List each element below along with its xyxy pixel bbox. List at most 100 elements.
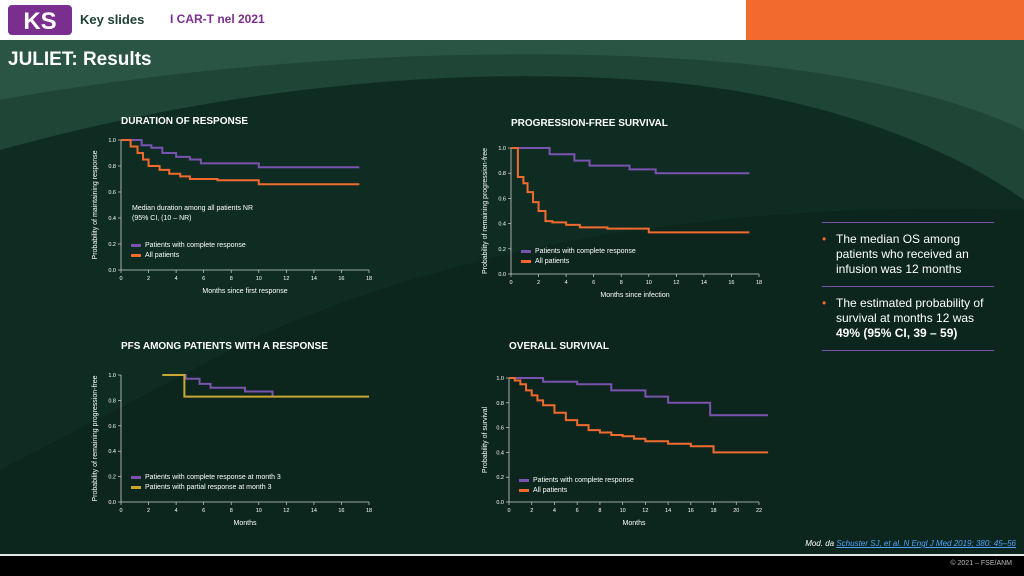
x-tick-label: 14 (311, 276, 317, 282)
series-line-0 (511, 147, 750, 175)
y-axis-label: Probability of remaining progression-fre… (482, 148, 489, 274)
x-tick-label: 0 (509, 280, 512, 286)
finding-survival-12m: • The estimated probability of survival … (822, 296, 994, 341)
x-tick-label: 4 (553, 508, 556, 514)
y-tick-label: 0.4 (496, 450, 504, 456)
series-line-1 (511, 147, 750, 234)
legend-label: Patients with complete response (535, 248, 636, 255)
x-tick-label: 4 (175, 276, 178, 282)
y-tick-label: 0.8 (498, 171, 506, 177)
y-tick-label: 0.8 (496, 401, 504, 407)
legend-label: Patients with complete response (145, 242, 246, 249)
x-tick-label: 0 (507, 508, 510, 514)
y-tick-label: 1.0 (496, 376, 504, 382)
x-tick-label: 6 (576, 508, 579, 514)
footer-bar (0, 554, 1024, 576)
source-link[interactable]: Schuster SJ, et al. N Engl J Med 2019; 3… (836, 539, 1016, 548)
y-tick-label: 0.4 (498, 222, 506, 228)
legend-swatch (131, 486, 141, 489)
x-tick-label: 2 (147, 276, 150, 282)
legend-swatch (521, 250, 531, 253)
series-line-1 (121, 139, 360, 186)
divider-middle (822, 286, 994, 287)
x-tick-label: 10 (620, 508, 626, 514)
finding-highlight: 49% (95% CI, 39 – 59) (836, 326, 958, 340)
x-tick-label: 6 (202, 508, 205, 514)
y-tick-label: 0.8 (108, 164, 116, 170)
y-axis-label: Probability of survival (482, 406, 489, 473)
y-tick-label: 0.0 (108, 500, 116, 506)
x-tick-label: 10 (256, 508, 262, 514)
finding-text: The median OS among patients who receive… (836, 232, 969, 276)
chart-overall-survival: OVERALL SURVIVAL 0.0 0.2 0.4 0.6 0.8 1.0 0 2 4 6 8 1… (482, 341, 769, 527)
y-tick-label: 0.4 (108, 449, 116, 455)
x-tick-label: 0 (119, 276, 122, 282)
y-tick-label: 0.0 (108, 268, 116, 274)
x-tick-label: 18 (366, 276, 372, 282)
x-tick-label: 12 (673, 280, 679, 286)
x-tick-label: 14 (311, 508, 317, 514)
y-tick-label: 0.4 (108, 216, 116, 222)
x-axis-label: Months (623, 520, 646, 527)
y-tick-label: 0.0 (496, 500, 504, 506)
legend-swatch (131, 476, 141, 479)
chart-title: OVERALL SURVIVAL (509, 341, 609, 352)
x-tick-label: 16 (728, 280, 734, 286)
header-accent (746, 0, 1024, 40)
bullet-dot: • (822, 232, 827, 246)
x-tick-label: 14 (665, 508, 671, 514)
x-tick-label: 16 (338, 276, 344, 282)
legend-label: All patients (145, 252, 180, 259)
series-line-0 (162, 374, 274, 397)
series-line-0 (509, 377, 769, 417)
y-tick-label: 1.0 (108, 373, 116, 379)
x-axis-label: Months since infection (600, 292, 669, 299)
y-tick-label: 0.6 (108, 424, 116, 430)
bullet-dot: • (822, 296, 827, 310)
x-tick-label: 18 (710, 508, 716, 514)
legend-swatch (131, 244, 141, 247)
legend-swatch (131, 254, 141, 257)
series-line-1 (162, 374, 369, 398)
y-tick-label: 0.2 (498, 247, 506, 253)
x-tick-label: 18 (366, 508, 372, 514)
finding-text: The estimated probability of survival at… (836, 296, 984, 325)
x-tick-label: 4 (565, 280, 568, 286)
x-tick-label: 10 (646, 280, 652, 286)
legend-label: Patients with complete response at month… (145, 474, 281, 481)
header-bar (0, 0, 746, 40)
y-tick-label: 1.0 (108, 138, 116, 144)
annotation-line-2: (95% CI, (10 – NR) (132, 215, 192, 222)
chart-duration-of-response: DURATION OF RESPONSE 0.0 0.2 0.4 0.6 0.8 1.0 0 2… (92, 116, 372, 295)
slide-title: JULIET: Results (8, 49, 152, 70)
source-citation: Mod. da Schuster SJ, et al. N Engl J Med… (805, 539, 1016, 548)
x-tick-label: 20 (733, 508, 739, 514)
legend-swatch (521, 260, 531, 263)
x-tick-label: 8 (620, 280, 623, 286)
x-tick-label: 8 (230, 276, 233, 282)
x-tick-label: 4 (175, 508, 178, 514)
y-tick-label: 0.6 (108, 190, 116, 196)
legend-swatch (519, 489, 529, 492)
y-tick-label: 0.2 (108, 475, 116, 481)
y-tick-label: 0.6 (496, 426, 504, 432)
legend-label: All patients (535, 258, 570, 265)
legend-swatch (519, 479, 529, 482)
series-line-0 (121, 139, 360, 169)
series-line-1 (509, 377, 769, 454)
y-tick-label: 0.2 (496, 475, 504, 481)
x-tick-label: 12 (642, 508, 648, 514)
chart-progression-free-survival: PROGRESSION-FREE SURVIVAL 0.0 0.2 0.4 0.6 0.8… (482, 118, 762, 299)
x-tick-label: 12 (283, 508, 289, 514)
x-tick-label: 0 (119, 508, 122, 514)
y-tick-label: 0.6 (498, 196, 506, 202)
chart-title: DURATION OF RESPONSE (121, 116, 248, 127)
divider-top (822, 222, 994, 223)
x-tick-label: 2 (147, 508, 150, 514)
x-tick-label: 8 (598, 508, 601, 514)
x-tick-label: 12 (283, 276, 289, 282)
x-tick-label: 6 (592, 280, 595, 286)
chart-title: PROGRESSION-FREE SURVIVAL (511, 118, 668, 129)
